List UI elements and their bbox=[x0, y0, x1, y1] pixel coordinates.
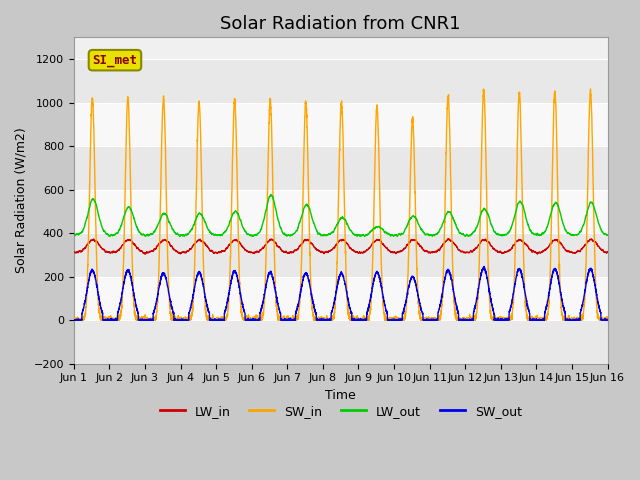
Text: SI_met: SI_met bbox=[92, 54, 138, 67]
Bar bbox=[74, 103, 607, 146]
Bar bbox=[74, 233, 607, 276]
Legend: LW_in, SW_in, LW_out, SW_out: LW_in, SW_in, LW_out, SW_out bbox=[155, 400, 527, 423]
Bar bbox=[74, 146, 607, 190]
X-axis label: Time: Time bbox=[325, 389, 356, 402]
Bar bbox=[74, 320, 607, 364]
Bar bbox=[74, 59, 607, 103]
Y-axis label: Solar Radiation (W/m2): Solar Radiation (W/m2) bbox=[15, 128, 28, 274]
Bar bbox=[74, 190, 607, 233]
Bar bbox=[74, 276, 607, 320]
Title: Solar Radiation from CNR1: Solar Radiation from CNR1 bbox=[220, 15, 461, 33]
